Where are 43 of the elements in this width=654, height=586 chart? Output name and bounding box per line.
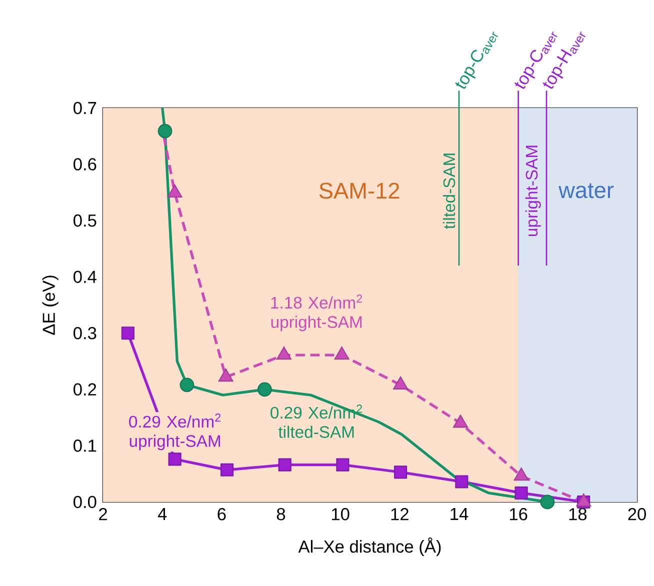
- point: [394, 466, 408, 479]
- x-tick-label: 16: [510, 508, 528, 520]
- x-tick-label: 14: [450, 508, 468, 520]
- x-tick-label: 2: [99, 508, 107, 520]
- y-tick-label: 0.6: [74, 158, 96, 170]
- series-label: 1.18 Xe/nm$^{2}$ upright-SAM: [271, 294, 362, 332]
- y-axis-title: ΔE (eV): [42, 276, 58, 335]
- point: [168, 452, 182, 466]
- y-tick-label: 0.3: [74, 326, 96, 340]
- point: [453, 414, 468, 428]
- y-tick-label: 0.5: [74, 214, 96, 227]
- y-tick-label: 0.4: [74, 270, 96, 283]
- point: [393, 376, 408, 390]
- point: [514, 486, 528, 500]
- y-tick-label: 0.7: [74, 102, 96, 114]
- y-tick-label: 0.0: [74, 496, 96, 508]
- point: [257, 382, 272, 397]
- point: [218, 368, 234, 382]
- band-label: water: [558, 183, 614, 198]
- x-tick-label: 12: [391, 508, 408, 520]
- point: [278, 458, 292, 472]
- point: [334, 346, 350, 360]
- x-tick-label: 10: [332, 508, 350, 520]
- x-tick-label: 6: [218, 508, 226, 520]
- y-tick-label: 0.1: [74, 440, 96, 452]
- point: [336, 458, 350, 472]
- point: [540, 494, 555, 510]
- annotation: upright-SAM: [525, 146, 541, 236]
- x-axis-title: Al–Xe distance (Å): [298, 537, 441, 556]
- x-tick-label: 18: [569, 508, 587, 520]
- point: [276, 346, 292, 360]
- point: [121, 326, 134, 340]
- point: [167, 184, 182, 198]
- band-label: SAM-12: [319, 182, 400, 199]
- point: [455, 475, 468, 488]
- x-tick-label: 4: [158, 508, 167, 520]
- annotation: tilted-SAM: [442, 154, 456, 229]
- y-tick-label: 0.2: [74, 383, 96, 396]
- x-tick-label: 20: [628, 508, 646, 520]
- series-label: 0.29 Xe/nm$^{2}$ upright-SAM: [129, 413, 220, 450]
- point: [180, 378, 194, 392]
- x-tick-label: 8: [276, 508, 286, 520]
- point: [220, 463, 234, 476]
